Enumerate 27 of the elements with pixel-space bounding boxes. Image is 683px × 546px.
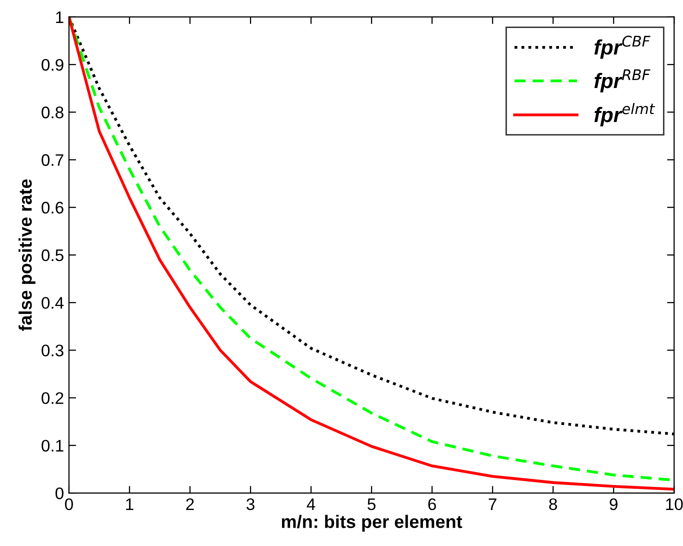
legend-label: fpr$^{RBF}$ (594, 69, 650, 92)
y-tick-label: 0.7 (42, 154, 64, 166)
y-tick-label: 0.9 (42, 58, 64, 71)
x-tick-label: 2 (186, 498, 194, 510)
y-tick-label: 0.4 (42, 296, 64, 309)
x-tick-label: 3 (246, 498, 254, 510)
x-tick-label: 7 (488, 498, 496, 510)
legend-label: fpr$^{elmt}$ (594, 102, 656, 126)
y-tick-label: 0.6 (42, 202, 64, 214)
x-tick-label: 0 (65, 498, 73, 510)
x-axis-title: m/n: bits per element (282, 514, 462, 532)
x-tick-label: 5 (368, 498, 376, 510)
legend-label: fpr$^{CBF}$ (594, 36, 650, 59)
y-tick-label: 0 (56, 487, 64, 500)
x-tick-label: 1 (126, 498, 134, 510)
y-tick-label: 0.2 (42, 392, 64, 404)
y-tick-label: 0.5 (42, 249, 64, 262)
x-tick-label: 4 (306, 498, 316, 510)
y-tick-label: 0.3 (42, 344, 64, 356)
y-axis-title: false positive rate (18, 179, 36, 331)
y-tick-label: 0.8 (42, 106, 64, 118)
y-tick-label: 1 (56, 12, 64, 23)
x-tick-label: 8 (549, 498, 558, 510)
x-tick-label: 9 (610, 498, 618, 510)
x-tick-label: 10 (666, 498, 683, 510)
x-tick-label: 6 (428, 498, 436, 510)
y-tick-label: 0.1 (42, 440, 64, 452)
